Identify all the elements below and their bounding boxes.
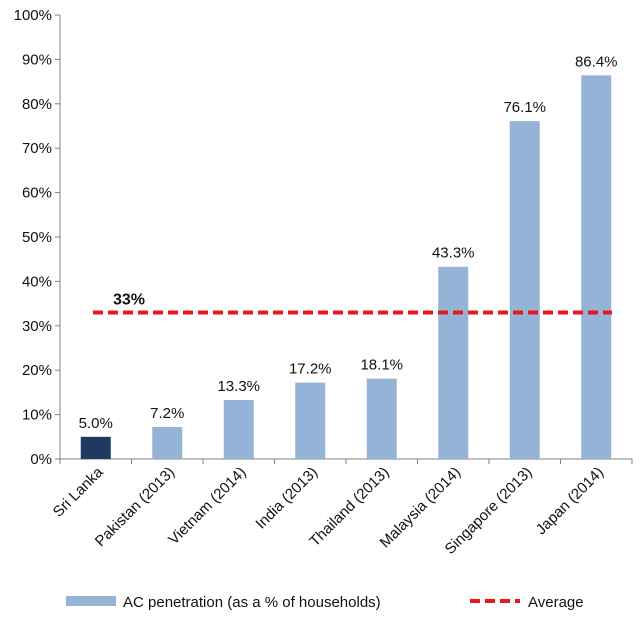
bar (509, 121, 540, 459)
bar (581, 75, 612, 459)
data-label: 7.2% (150, 405, 184, 422)
data-label: 17.2% (289, 361, 332, 378)
y-tick-label: 90% (22, 51, 52, 68)
data-label: 13.3% (217, 378, 260, 395)
data-label: 5.0% (79, 415, 113, 432)
y-tick-label: 0% (30, 451, 52, 468)
bar (438, 266, 469, 459)
y-tick-label: 10% (22, 407, 52, 424)
y-tick-label: 70% (22, 140, 52, 157)
data-label: 76.1% (503, 99, 546, 116)
y-tick-label: 100% (14, 7, 52, 24)
y-tick-label: 30% (22, 318, 52, 335)
average-value-label: 33% (113, 291, 145, 308)
legend: AC penetration (as a % of households) Ave… (66, 594, 584, 611)
bar (80, 436, 111, 459)
bar (366, 378, 397, 459)
y-tick-label: 60% (22, 185, 52, 202)
y-tick-label: 50% (22, 229, 52, 246)
y-tick-label: 80% (22, 96, 52, 113)
bars (80, 75, 612, 459)
category-label: Vietnam (2014) (165, 464, 249, 548)
axes: 0% 10% 20% 30% 40% 50% 60% 70% 80% 90% 100% (14, 7, 633, 468)
legend-label-average: Average (528, 594, 584, 611)
y-tick-label: 20% (22, 362, 52, 379)
average-line-group: 33% (93, 291, 612, 315)
bar (295, 382, 326, 459)
data-labels: 5.0% 7.2% 13.3% 17.2% 18.1% 43.3% 76.1% 86.4% (79, 53, 618, 431)
bar (223, 399, 254, 459)
y-tick-label: 40% (22, 273, 52, 290)
category-label: Japan (2014) (533, 464, 608, 539)
bar (152, 427, 183, 459)
category-label: Sri Lanka (50, 463, 107, 520)
legend-swatch-bar (66, 596, 116, 606)
category-label: India (2013) (252, 464, 321, 533)
legend-label-bar: AC penetration (as a % of households) (123, 594, 381, 611)
data-label: 86.4% (575, 53, 618, 70)
data-label: 18.1% (360, 357, 403, 374)
data-label: 43.3% (432, 245, 475, 262)
